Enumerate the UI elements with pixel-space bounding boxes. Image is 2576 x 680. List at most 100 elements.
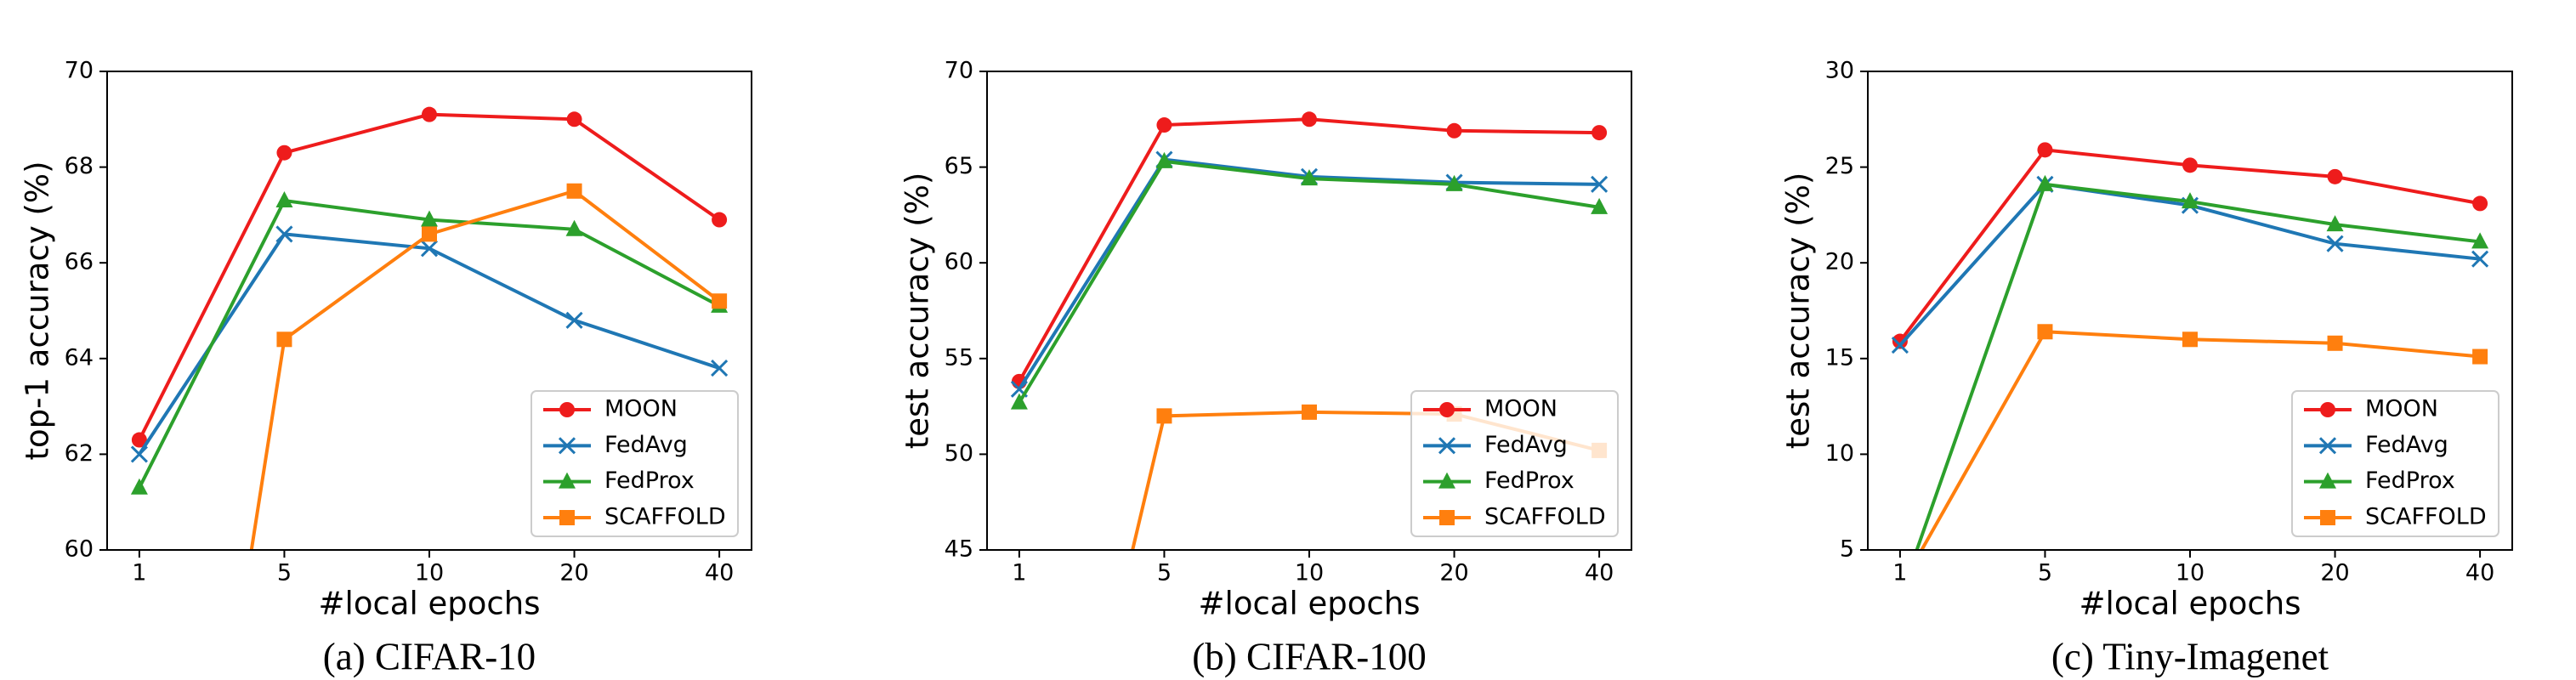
line [1898, 182, 2481, 347]
x-tick-label: 20 [559, 560, 588, 586]
marker [2036, 174, 2054, 191]
y-tick-label: 70 [945, 58, 973, 84]
marker [1302, 404, 1317, 420]
marker [2182, 332, 2198, 348]
x-axis-label: #local epochs [2080, 586, 2301, 622]
marker [711, 359, 729, 377]
marker [565, 311, 583, 329]
marker [275, 225, 293, 243]
plot-area [130, 106, 729, 550]
legend-box [531, 390, 739, 537]
marker [131, 432, 147, 448]
marker [2471, 250, 2489, 268]
legend-marker [1438, 472, 1455, 489]
legend-marker [559, 472, 576, 489]
marker [2037, 324, 2053, 340]
legend-label: SCAFFOLD [604, 504, 726, 530]
axes-frame [106, 71, 752, 551]
legend-marker [559, 402, 575, 417]
x-tick-label: 5 [1157, 560, 1172, 586]
x-axis-label: #local epochs [1199, 586, 1421, 622]
legend-label: MOON [604, 396, 678, 422]
x-tick-label: 1 [132, 560, 146, 586]
legend-label: FedProx [604, 468, 695, 494]
legend-label: FedAvg [604, 432, 688, 458]
marker [566, 183, 582, 199]
marker [1301, 169, 1318, 186]
marker [420, 240, 439, 258]
legend-label: MOON [2365, 396, 2438, 422]
marker [2472, 196, 2488, 212]
marker [276, 144, 292, 161]
y-tick-label: 68 [65, 153, 94, 179]
x-tick-label: 1 [1892, 560, 1907, 586]
y-tick-label: 66 [65, 249, 94, 275]
marker [1591, 197, 1609, 214]
legend-label: SCAFFOLD [2365, 504, 2487, 530]
marker [712, 212, 728, 228]
x-tick-label: 5 [277, 560, 292, 586]
marker [1156, 117, 1172, 133]
plot-area [1010, 111, 1609, 550]
marker [565, 219, 583, 236]
y-axis-label: test accuracy (%) [899, 173, 936, 450]
legend-label: FedAvg [2365, 432, 2448, 458]
line [1018, 159, 1600, 404]
y-tick-label: 15 [1825, 344, 1854, 371]
y-axis-label: top-1 accuracy (%) [20, 161, 56, 460]
caption: (c) Tiny-Imagenet [2051, 635, 2329, 677]
marker [1156, 408, 1172, 424]
y-tick-label: 5 [1840, 536, 1854, 563]
marker [1892, 588, 1909, 604]
marker [1445, 174, 1463, 191]
y-tick-label: 10 [1825, 440, 1854, 467]
marker [130, 445, 148, 463]
marker [275, 191, 293, 208]
marker [1302, 111, 1317, 128]
marker [1892, 333, 1908, 349]
subplot: 45 50 55 60 65 70 1 5 10 20 40 #local epochs test ac… [899, 58, 1632, 677]
x-tick-label: 40 [705, 560, 734, 586]
legend-marker [559, 510, 575, 525]
subplot: 60 62 64 66 68 70 1 5 10 20 40 #local epochs top-1 a… [20, 58, 752, 677]
marker [2327, 168, 2343, 184]
marker [2472, 348, 2488, 365]
y-tick-label: 62 [65, 440, 94, 467]
legend-label: SCAFFOLD [1484, 504, 1606, 530]
y-tick-label: 50 [945, 440, 973, 467]
x-tick-label: 5 [2038, 560, 2052, 586]
axes-frame [1867, 71, 2513, 551]
x-tick-label: 10 [415, 560, 444, 586]
marker [2327, 335, 2343, 351]
x-tick-label: 20 [2320, 560, 2349, 586]
marker [1592, 125, 1608, 141]
marker [566, 111, 582, 128]
x-tick-label: 1 [1012, 560, 1026, 586]
plot-area [1891, 142, 2489, 604]
caption: (a) CIFAR-10 [323, 635, 536, 677]
y-tick-label: 55 [945, 344, 973, 371]
line [1898, 148, 2481, 343]
legend-box [2291, 390, 2499, 537]
caption: (b) CIFAR-100 [1192, 635, 1426, 677]
legend-marker [1438, 437, 1456, 455]
x-tick-label: 10 [1295, 560, 1324, 586]
legend-label: FedAvg [1484, 432, 1568, 458]
x-axis-label: #local epochs [319, 586, 541, 622]
y-tick-label: 45 [945, 536, 973, 563]
y-tick-label: 20 [1825, 249, 1854, 275]
marker [1446, 122, 1462, 139]
y-tick-label: 30 [1825, 58, 1854, 84]
axes-frame [986, 71, 1632, 551]
legend-marker [558, 437, 576, 455]
legend-marker [2320, 510, 2335, 525]
marker [422, 226, 437, 242]
marker [2037, 142, 2053, 158]
marker [422, 106, 437, 122]
x-tick-label: 40 [2465, 560, 2494, 586]
legend-box [1410, 390, 1619, 537]
y-tick-label: 70 [65, 58, 94, 84]
marker [2326, 215, 2344, 232]
marker [1155, 151, 1173, 168]
